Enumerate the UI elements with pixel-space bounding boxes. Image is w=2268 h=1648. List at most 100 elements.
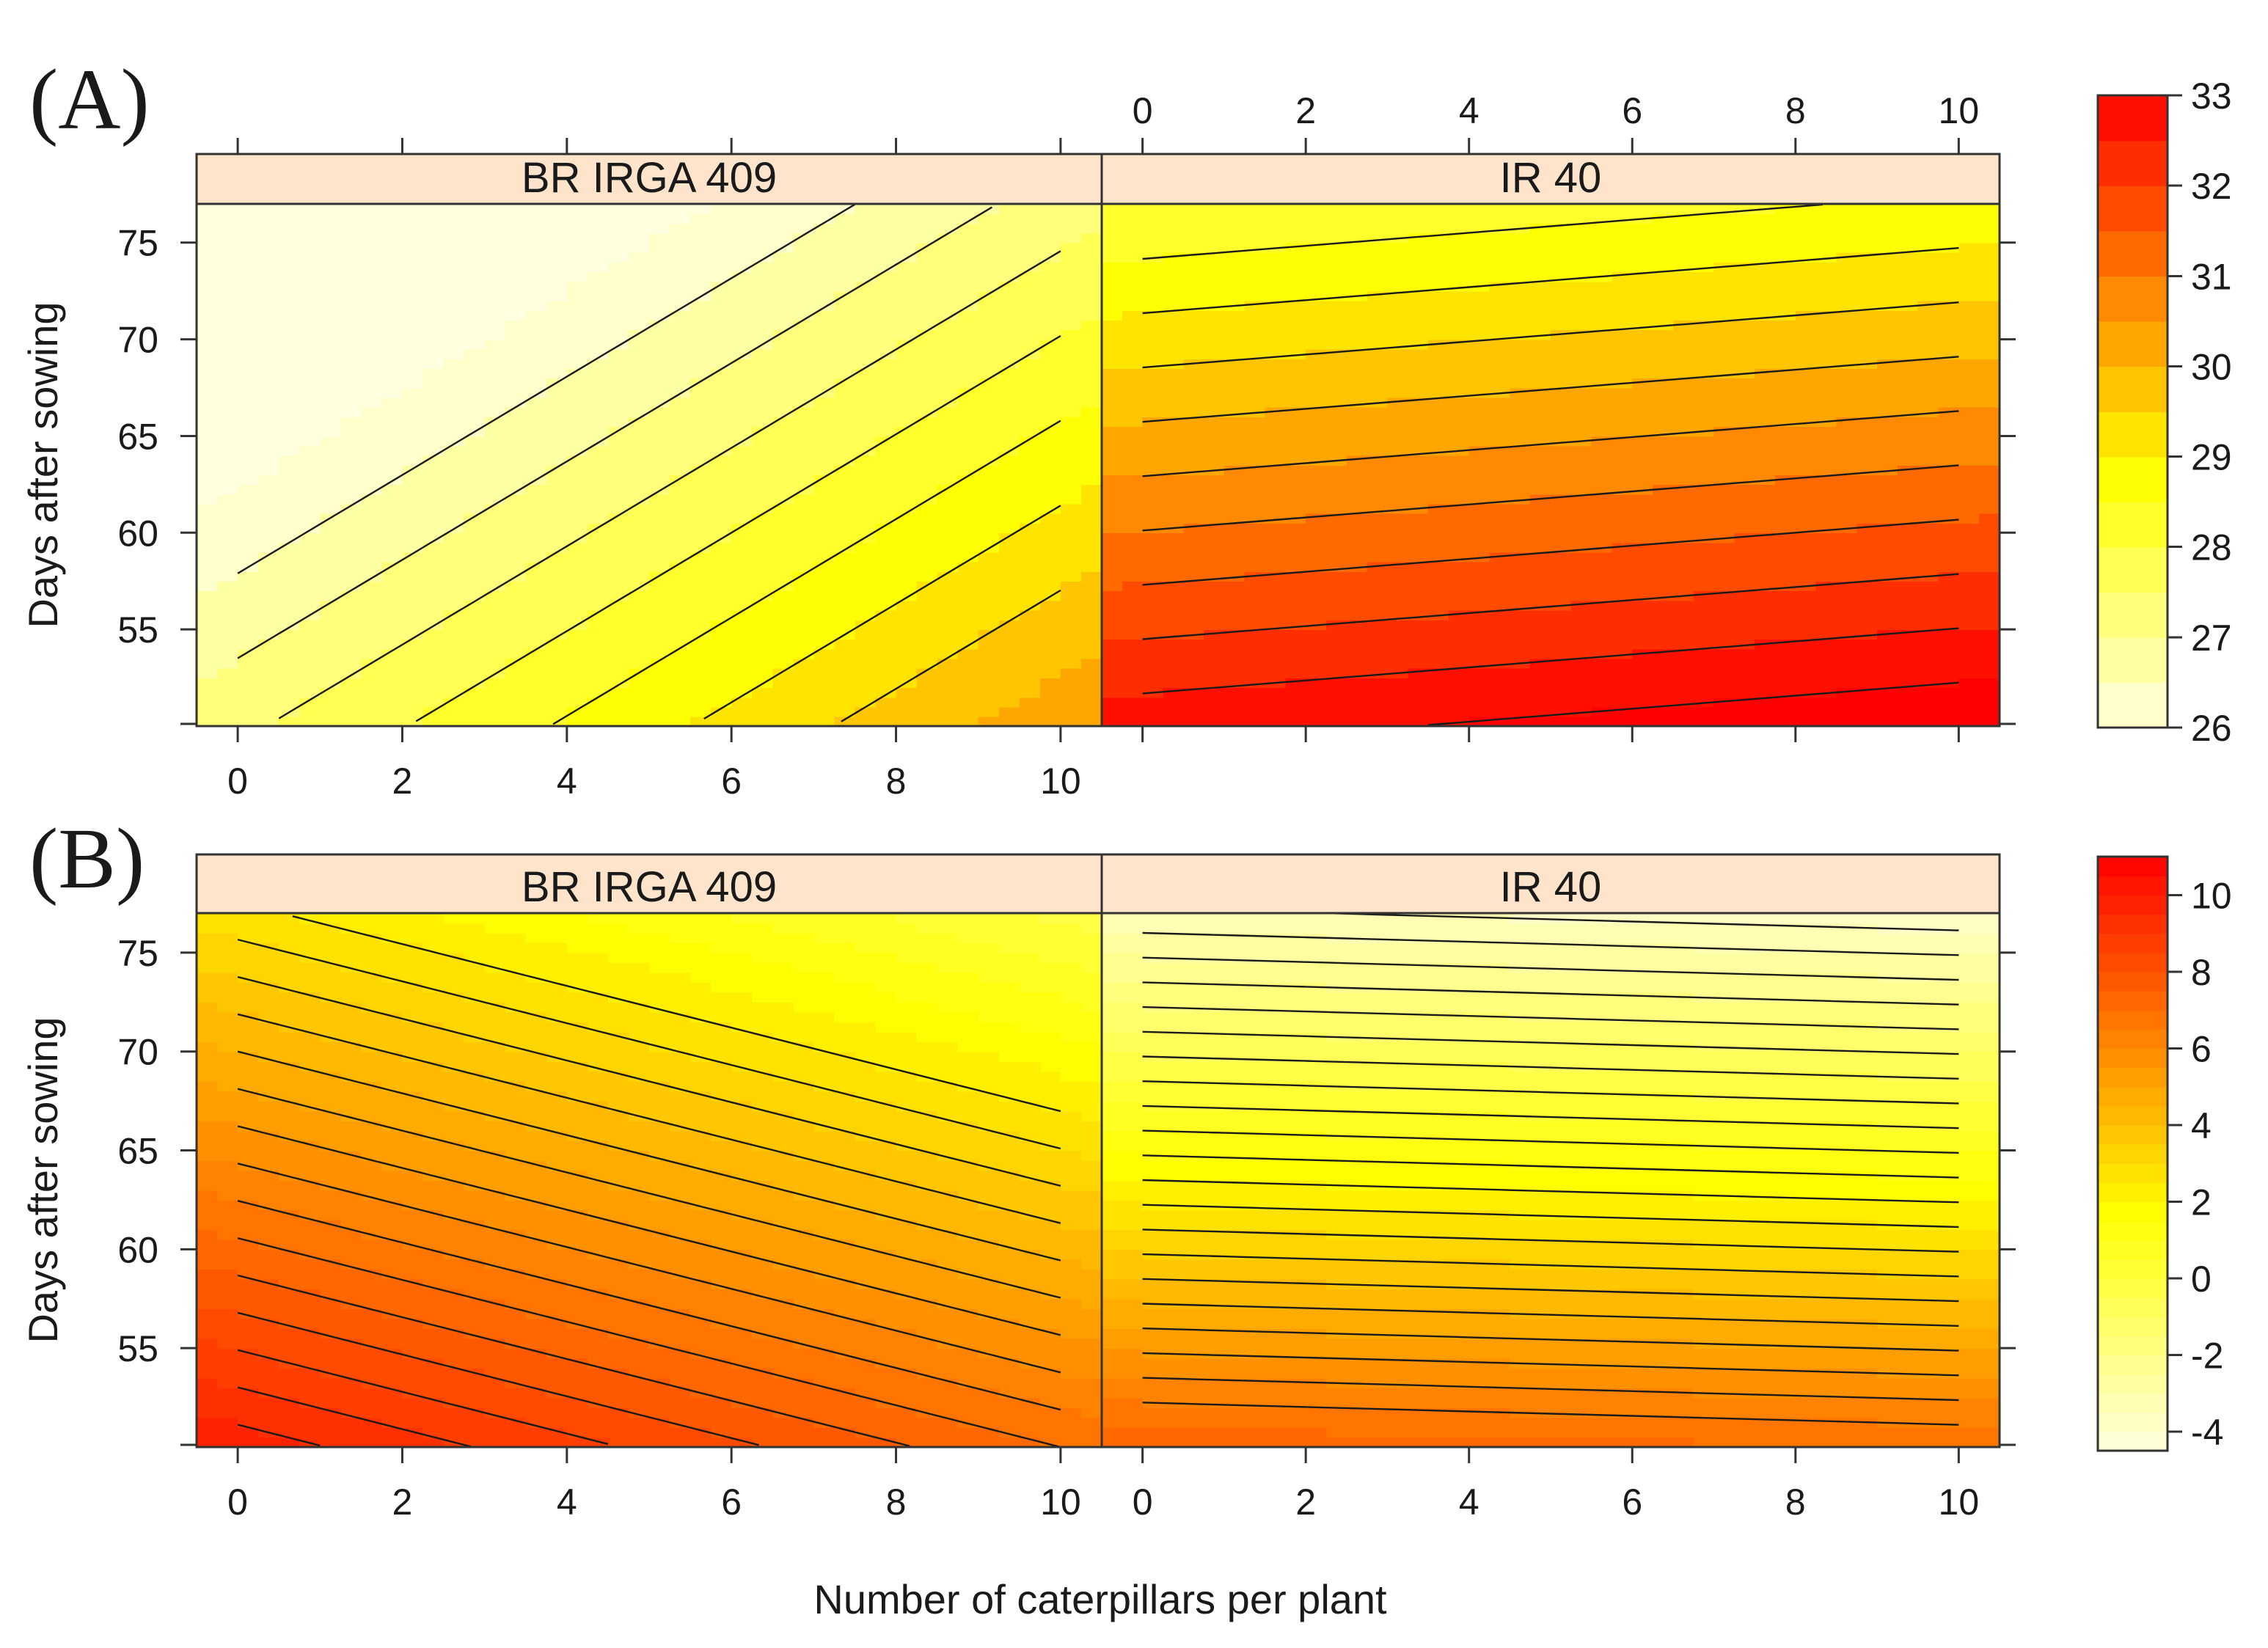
heat-cell	[443, 503, 465, 514]
heat-cell	[238, 1298, 259, 1310]
colorkey-tick-label: 32	[2191, 166, 2232, 207]
heat-cell	[711, 494, 732, 505]
heat-cell	[1408, 387, 1429, 398]
heat-cell	[1346, 697, 1368, 708]
heat-cell	[402, 484, 424, 495]
heat-cell	[443, 223, 465, 234]
heat-cell	[1326, 262, 1347, 273]
heat-cell	[422, 300, 445, 311]
heat-cell	[1448, 716, 1470, 727]
heat-cell	[1142, 571, 1164, 582]
heat-cell	[998, 629, 1020, 640]
heat-cell	[1367, 609, 1389, 620]
heat-cell	[731, 252, 753, 263]
heat-cell	[1080, 281, 1102, 292]
heat-cell	[1122, 494, 1144, 505]
heat-cell	[587, 397, 609, 408]
heat-cell	[813, 706, 835, 717]
heat-cell	[1265, 697, 1287, 708]
heat-cell	[690, 387, 712, 398]
heat-cell	[1204, 494, 1225, 505]
heat-cell	[1857, 716, 1878, 727]
heat-cell	[1367, 262, 1389, 273]
heat-cell	[484, 271, 506, 282]
heat-cell	[566, 581, 588, 592]
heat-cell	[1734, 619, 1755, 630]
heat-cell	[937, 678, 959, 689]
heat-cell	[238, 348, 259, 359]
heat-cell	[1387, 639, 1409, 650]
heat-cell	[1693, 494, 1715, 505]
heat-cell	[464, 629, 486, 640]
heat-cell	[813, 609, 835, 620]
heat-cell	[957, 581, 979, 592]
heat-cell	[998, 339, 1020, 350]
heat-cell	[1019, 523, 1041, 534]
heat-cell	[855, 262, 877, 273]
heat-cell	[1734, 639, 1755, 650]
heat-cell	[1755, 281, 1776, 292]
chart-a-panel-1-strip-label: BR IRGA 409	[522, 154, 777, 202]
heat-cell	[607, 252, 629, 263]
heat-cell	[875, 590, 897, 601]
colorkey-band	[2098, 276, 2168, 322]
heat-cell	[258, 697, 279, 708]
heat-cell	[587, 648, 609, 659]
heat-cell	[1591, 252, 1613, 263]
heat-cell	[1285, 484, 1306, 495]
heat-cell	[1653, 581, 1674, 592]
heat-cell	[1019, 436, 1041, 447]
heat-cell	[1775, 300, 1796, 311]
heat-cell	[1080, 358, 1102, 369]
heat-cell	[1755, 465, 1776, 475]
heat-cell	[1244, 417, 1266, 428]
heat-cell	[1755, 406, 1776, 417]
heat-cell	[834, 571, 856, 582]
heat-cell	[731, 300, 753, 311]
heat-cell	[957, 271, 979, 282]
heat-cell	[1755, 678, 1776, 689]
heat-cell	[320, 426, 342, 437]
heat-cell	[1448, 426, 1470, 437]
heat-cell	[1570, 561, 1592, 572]
heat-cell	[1265, 552, 1287, 563]
heat-cell	[1795, 300, 1817, 311]
heat-cell	[1530, 271, 1551, 282]
heat-cell	[711, 629, 732, 640]
heat-cell	[1122, 716, 1144, 727]
colorkey-tick-label: 31	[2191, 256, 2232, 297]
heat-cell	[875, 678, 897, 689]
heat-cell	[752, 378, 774, 389]
heat-cell	[772, 629, 794, 640]
heat-cell	[670, 503, 691, 514]
heat-cell	[1672, 387, 1694, 398]
heat-cell	[1244, 223, 1266, 234]
heat-cell	[1897, 368, 1919, 379]
heat-cell	[1815, 600, 1837, 611]
heat-cell	[1632, 629, 1653, 640]
heat-cell	[793, 417, 815, 428]
heat-cell	[1019, 232, 1041, 243]
heat-cell	[1857, 484, 1878, 495]
heat-cell	[1448, 455, 1470, 466]
heat-cell	[1632, 455, 1653, 466]
heat-cell	[1408, 358, 1429, 369]
heat-cell	[1979, 484, 2000, 495]
heat-cell	[793, 223, 815, 234]
heat-cell	[875, 426, 897, 437]
heat-cell	[711, 397, 732, 408]
heat-cell	[1877, 223, 1898, 234]
heat-cell	[217, 523, 238, 534]
heat-cell	[258, 475, 279, 486]
heat-cell	[1530, 358, 1551, 369]
heat-cell	[1204, 252, 1225, 263]
heat-cell	[361, 358, 383, 369]
heat-cell	[1060, 252, 1082, 263]
heat-cell	[1551, 571, 1572, 582]
heat-cell	[1591, 697, 1613, 708]
heat-cell	[1693, 475, 1715, 486]
heat-cell	[587, 213, 609, 224]
heat-cell	[1448, 658, 1470, 669]
heat-cell	[217, 1417, 238, 1428]
heat-cell	[1612, 687, 1634, 698]
